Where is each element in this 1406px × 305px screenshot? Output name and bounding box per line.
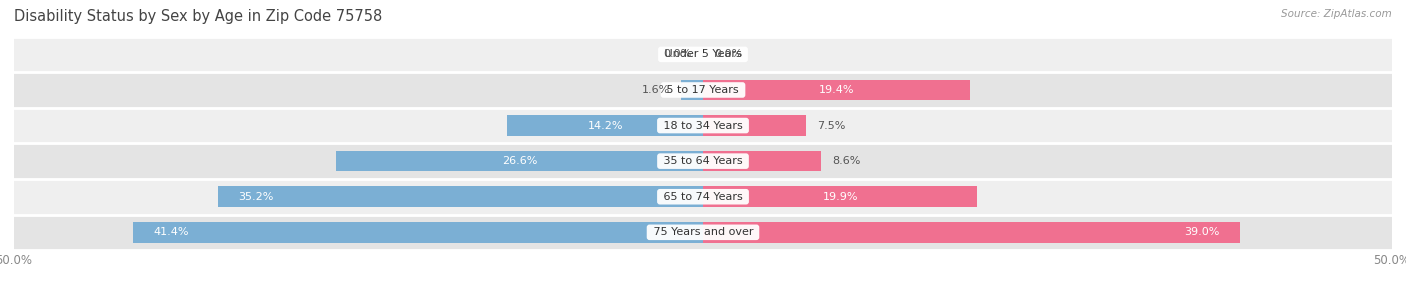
Bar	[703, 80, 970, 100]
Text: 0.0%: 0.0%	[664, 49, 692, 59]
Text: 75 Years and over: 75 Years and over	[650, 227, 756, 237]
Bar	[703, 222, 1240, 243]
Bar	[14, 143, 1392, 179]
Text: 18 to 34 Years: 18 to 34 Years	[659, 120, 747, 131]
Text: Disability Status by Sex by Age in Zip Code 75758: Disability Status by Sex by Age in Zip C…	[14, 9, 382, 24]
Text: 14.2%: 14.2%	[588, 120, 623, 131]
Text: 5 to 17 Years: 5 to 17 Years	[664, 85, 742, 95]
Bar	[14, 72, 1392, 108]
Bar	[681, 80, 703, 100]
Text: 7.5%: 7.5%	[817, 120, 846, 131]
Text: 1.6%: 1.6%	[641, 85, 669, 95]
Text: 0.0%: 0.0%	[714, 49, 742, 59]
Text: Under 5 Years: Under 5 Years	[661, 49, 745, 59]
Bar	[14, 108, 1392, 143]
Bar	[218, 186, 703, 207]
Bar	[132, 222, 703, 243]
Bar	[703, 186, 977, 207]
Bar	[14, 214, 1392, 250]
Text: Source: ZipAtlas.com: Source: ZipAtlas.com	[1281, 9, 1392, 19]
Text: 26.6%: 26.6%	[502, 156, 537, 166]
Bar	[703, 115, 807, 136]
Text: 35.2%: 35.2%	[239, 192, 274, 202]
Bar	[14, 179, 1392, 214]
Text: 41.4%: 41.4%	[153, 227, 188, 237]
Text: 8.6%: 8.6%	[832, 156, 860, 166]
Text: 19.4%: 19.4%	[818, 85, 855, 95]
Bar	[336, 151, 703, 171]
Bar	[703, 151, 821, 171]
Bar	[14, 37, 1392, 72]
Text: 39.0%: 39.0%	[1184, 227, 1219, 237]
Text: 65 to 74 Years: 65 to 74 Years	[659, 192, 747, 202]
Text: 19.9%: 19.9%	[823, 192, 858, 202]
Text: 35 to 64 Years: 35 to 64 Years	[659, 156, 747, 166]
Bar	[508, 115, 703, 136]
